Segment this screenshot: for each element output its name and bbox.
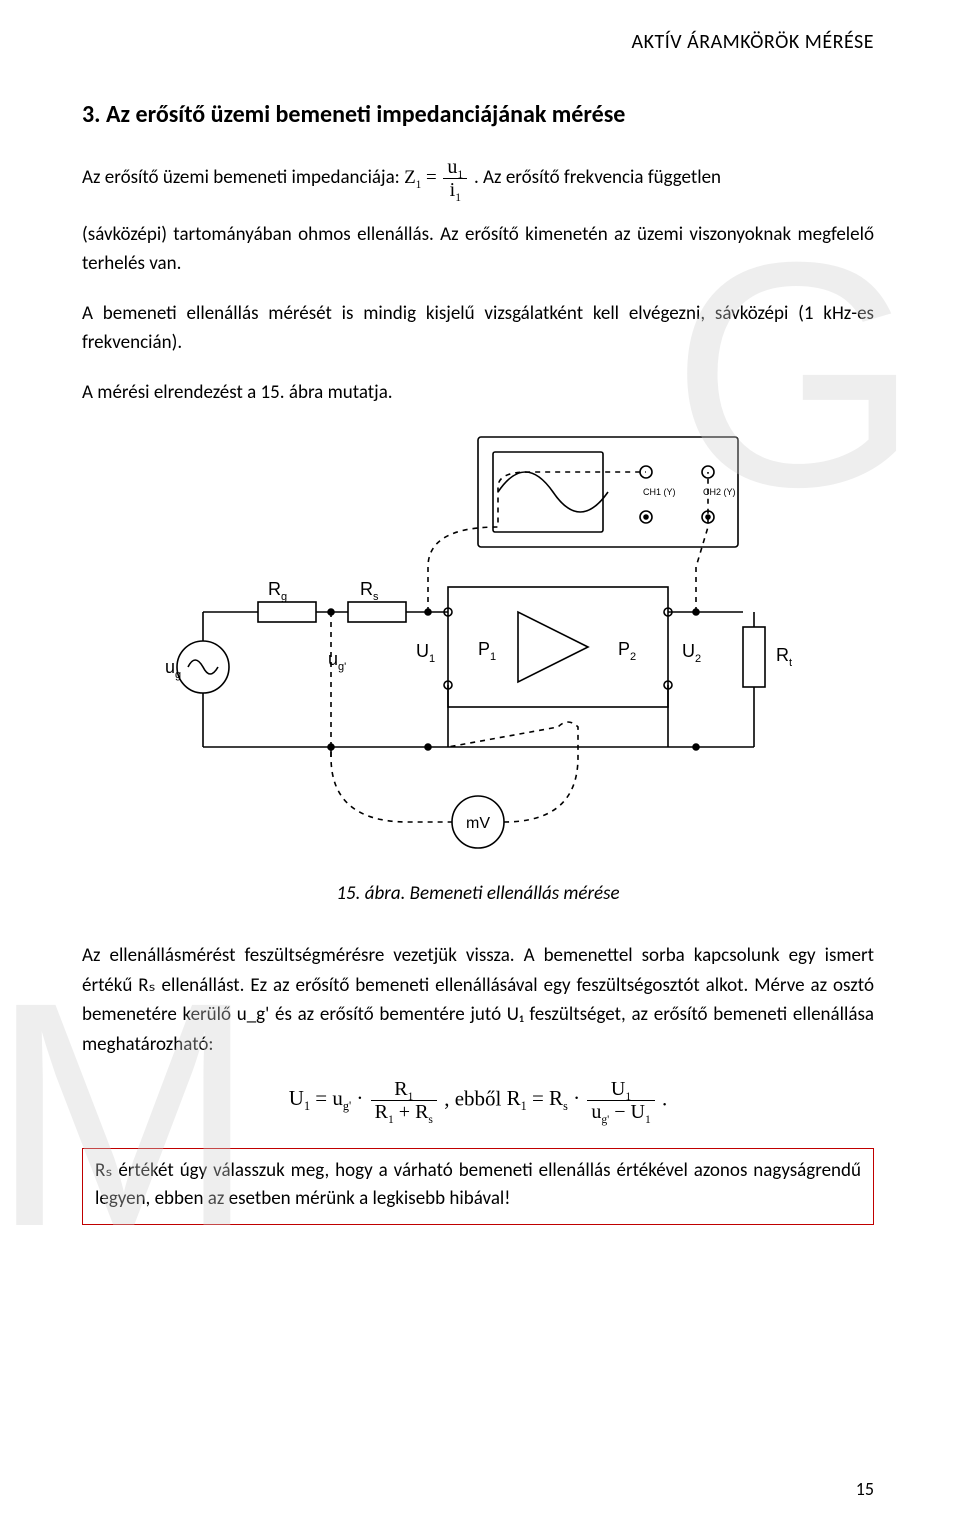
svg-text:Rs: Rs xyxy=(360,579,379,603)
p1-text-a: Az erősítő üzemi bemeneti impedanciája: xyxy=(82,166,404,189)
eq2-num: U1 xyxy=(587,1079,654,1101)
svg-text:mV: mV xyxy=(466,815,490,832)
paragraph-3: A bemeneti ellenállás mérését is mindig … xyxy=(82,299,874,358)
eq2-lhs: R1 = Rs · xyxy=(507,1086,580,1110)
formula-lhs: Z xyxy=(404,167,416,188)
equation-block: U1 = ug' · R1 R1 + Rs , ebből R1 = Rs · … xyxy=(82,1079,874,1122)
paragraph-5: Az ellenállásmérést feszültségmérésre ve… xyxy=(82,941,874,1059)
svg-text:U2: U2 xyxy=(682,641,701,665)
p1-text-b: . Az erősítő frekvencia független xyxy=(474,166,721,189)
section-heading: 3. Az erősítő üzemi bemeneti impedanciáj… xyxy=(82,100,874,129)
highlight-box: Rₛ értékét úgy válasszuk meg, hogy a vár… xyxy=(82,1148,874,1225)
eq1-lhs: U1 = ug' · xyxy=(289,1086,364,1110)
eq1-num: R1 xyxy=(371,1079,437,1101)
eq-tail: . xyxy=(662,1086,667,1110)
formula-num: u xyxy=(447,156,457,178)
page: G M AKTÍV ÁRAMKÖRÖK MÉRÉSE 3. Az erősítő… xyxy=(0,0,960,1536)
page-number: 15 xyxy=(856,1478,874,1500)
svg-text:P1: P1 xyxy=(478,639,496,663)
eq1-den: R1 + Rs xyxy=(371,1101,437,1122)
svg-text:Rt: Rt xyxy=(776,645,792,669)
svg-text:U1: U1 xyxy=(416,641,435,665)
inline-formula: Z1 = u1 i1 xyxy=(404,167,474,188)
circuit-diagram: CH1 (Y) CH2 (Y) xyxy=(148,427,808,867)
figure-15: CH1 (Y) CH2 (Y) xyxy=(82,427,874,872)
svg-text:ug: ug xyxy=(165,657,181,681)
paragraph-1: Az erősítő üzemi bemeneti impedanciája: … xyxy=(82,157,874,200)
svg-text:Rg: Rg xyxy=(268,579,287,603)
paragraph-4: A mérési elrendezést a 15. ábra mutatja. xyxy=(82,378,874,407)
svg-text:CH1 (Y): CH1 (Y) xyxy=(643,487,676,497)
figure-caption: 15. ábra. Bemeneti ellenállás mérése xyxy=(82,882,874,905)
eq2-den: ug' − U1 xyxy=(587,1101,654,1122)
formula-den-sub: 1 xyxy=(455,191,461,204)
running-header: AKTÍV ÁRAMKÖRÖK MÉRÉSE xyxy=(82,30,874,54)
formula-lhs-sub: 1 xyxy=(416,179,422,191)
svg-text:ug': ug' xyxy=(328,649,346,673)
eq-mid: , ebből xyxy=(444,1086,506,1110)
svg-text:P2: P2 xyxy=(618,639,636,663)
paragraph-2: (sávközépi) tartományában ohmos ellenáll… xyxy=(82,220,874,279)
